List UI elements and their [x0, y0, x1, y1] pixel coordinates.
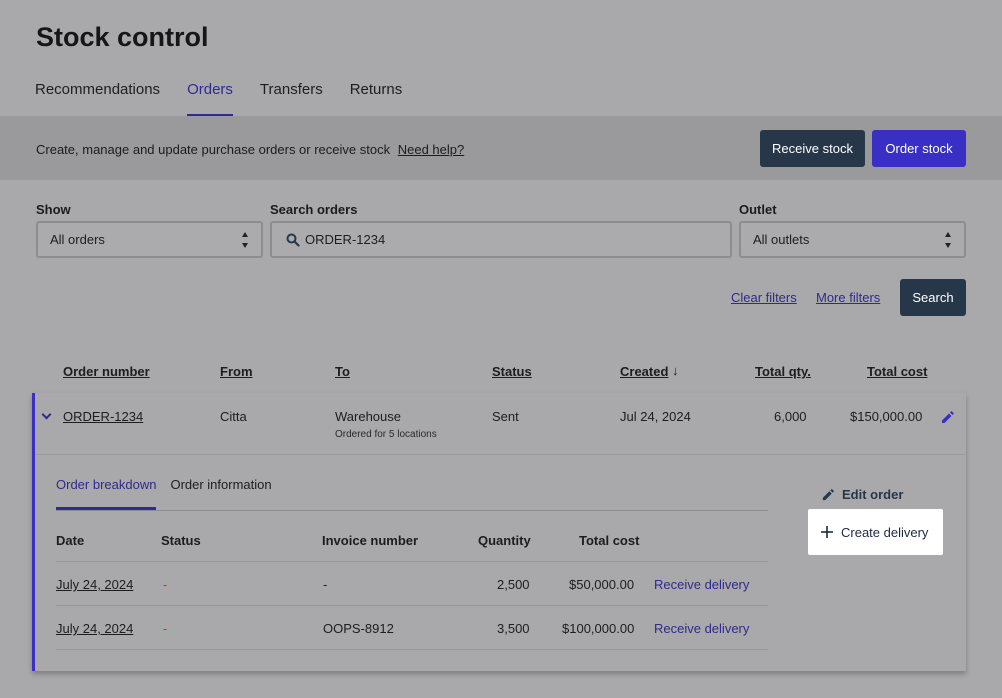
order-created: Jul 24, 2024 [620, 409, 691, 424]
delivery-quantity: 2,500 [497, 577, 530, 592]
tab-order-breakdown[interactable]: Order breakdown [56, 477, 157, 510]
need-help-link[interactable]: Need help? [397, 142, 465, 157]
order-number-link[interactable]: ORDER-1234 [63, 409, 144, 424]
order-total-cost: $150,000.00 [850, 409, 923, 424]
sort-down-icon: ↓ [672, 363, 679, 378]
header-status[interactable]: Status [492, 364, 532, 379]
more-filters-link[interactable]: More filters [816, 290, 881, 305]
tab-transfers[interactable]: Transfers [259, 81, 323, 98]
create-delivery-button[interactable]: Create delivery [808, 509, 943, 555]
header-created[interactable]: Created [620, 364, 669, 379]
header-total-qty[interactable]: Total qty. [755, 364, 811, 379]
header-order-number[interactable]: Order number [63, 364, 150, 379]
search-orders-label: Search orders [270, 202, 358, 217]
clear-filters-link[interactable]: Clear filters [731, 290, 797, 305]
receive-stock-button[interactable]: Receive stock [760, 130, 865, 167]
show-select[interactable]: All orders [36, 221, 263, 258]
search-input-value: ORDER-1234 [305, 232, 386, 247]
tab-order-information[interactable]: Order information [170, 477, 272, 492]
divider [56, 510, 768, 511]
action-bar-description: Create, manage and update purchase order… [36, 142, 391, 157]
divider [56, 649, 768, 650]
plus-icon [821, 526, 833, 538]
delivery-date[interactable]: July 24, 2024 [56, 621, 134, 636]
delivery-total-cost: $50,000.00 [569, 577, 635, 592]
action-bar: Create, manage and update purchase order… [0, 116, 1002, 180]
receive-delivery-link[interactable]: Receive delivery [654, 577, 750, 592]
chevron-down-icon[interactable] [41, 409, 52, 420]
outlet-select-value: All outlets [753, 232, 810, 247]
select-arrows-icon [241, 230, 249, 250]
receive-delivery-link[interactable]: Receive delivery [654, 621, 750, 636]
outlet-label: Outlet [739, 202, 777, 217]
header-from[interactable]: From [220, 364, 253, 379]
show-select-value: All orders [50, 232, 105, 247]
pencil-icon [822, 488, 835, 500]
delivery-status: - [163, 621, 168, 636]
detail-header-invoice: Invoice number [322, 533, 419, 548]
page-title: Stock control [36, 22, 209, 52]
divider [56, 605, 768, 606]
header-total-cost[interactable]: Total cost [867, 364, 928, 379]
delivery-quantity: 3,500 [497, 621, 530, 636]
delivery-status: - [163, 577, 168, 592]
tab-orders[interactable]: Orders [187, 80, 233, 117]
detail-header-total-cost: Total cost [579, 533, 640, 548]
search-button[interactable]: Search [900, 279, 966, 316]
tab-recommendations[interactable]: Recommendations [35, 81, 161, 98]
divider [56, 561, 768, 562]
delivery-invoice: OOPS-8912 [323, 621, 394, 636]
detail-tabs: Order breakdown Order information [56, 477, 286, 510]
order-to: Warehouse [335, 409, 401, 424]
order-to-subtext: Ordered for 5 locations [335, 429, 437, 440]
filters-panel: Show All orders Search orders ORDER-1234… [0, 180, 1002, 336]
order-status: Sent [492, 409, 519, 424]
tab-returns[interactable]: Returns [349, 81, 403, 98]
order-from: Citta [220, 409, 247, 424]
action-bar-text: Create, manage and update purchase order… [36, 142, 464, 157]
delivery-date[interactable]: July 24, 2024 [56, 577, 134, 592]
select-arrows-icon [944, 230, 952, 250]
detail-header-date: Date [56, 533, 85, 548]
outlet-select[interactable]: All outlets [739, 221, 966, 258]
edit-order-label: Edit order [842, 487, 904, 502]
detail-header-status: Status [161, 533, 201, 548]
page-header: Stock control Recommendations Orders Tra… [0, 0, 1002, 117]
detail-header-quantity: Quantity [478, 533, 531, 548]
order-total-qty: 6,000 [774, 409, 807, 424]
header-to[interactable]: To [335, 364, 350, 379]
search-icon [286, 233, 300, 247]
order-stock-button[interactable]: Order stock [872, 130, 966, 167]
main-tabs: Recommendations Orders Transfers Returns [35, 80, 429, 117]
delivery-total-cost: $100,000.00 [562, 621, 635, 636]
divider [35, 454, 966, 455]
create-delivery-label: Create delivery [841, 524, 929, 540]
search-input[interactable]: ORDER-1234 [270, 221, 732, 258]
delivery-invoice: - [323, 577, 328, 592]
edit-order-button[interactable]: Edit order [821, 487, 903, 502]
pencil-icon[interactable] [940, 410, 955, 425]
show-label: Show [36, 202, 71, 217]
